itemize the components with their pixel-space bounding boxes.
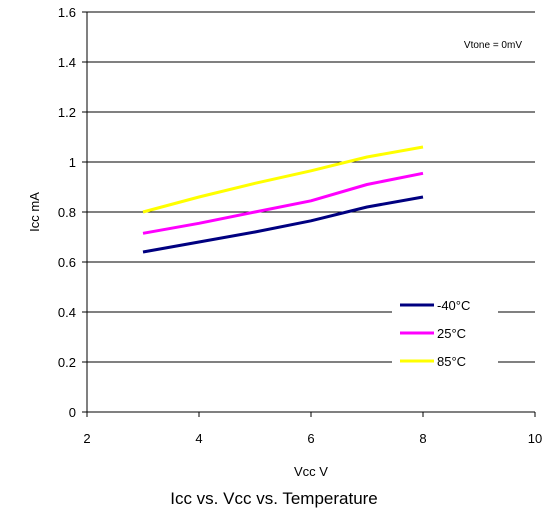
y-tick-label: 1.2 (58, 105, 76, 120)
y-tick-label: 0.8 (58, 205, 76, 220)
x-tick-label: 10 (528, 431, 542, 446)
y-tick-label: 0.4 (58, 305, 76, 320)
y-tick-labels: 0 0.2 0.4 0.6 0.8 1 1.2 1.4 1.6 (58, 5, 76, 420)
legend: -40°C 25°C 85°C (392, 287, 498, 377)
series-line-1 (142, 171, 424, 235)
x-tick-label: 6 (307, 431, 314, 446)
series-line-0 (142, 195, 424, 254)
annotation-vtone: Vtone = 0mV (464, 40, 522, 51)
x-tick-labels: 2 4 6 8 10 (83, 431, 542, 446)
x-tick-label: 2 (83, 431, 90, 446)
y-axis-label: Icc mA (27, 192, 42, 232)
legend-label: 25°C (437, 326, 466, 341)
chart: 0 0.2 0.4 0.6 0.8 1 1.2 1.4 1.6 2 4 6 8 10 Vtone = 0… (27, 5, 542, 479)
gridlines (87, 11, 535, 363)
y-tick-label: 1.6 (58, 5, 76, 20)
y-tick-label: 1 (69, 155, 76, 170)
series-lines (142, 145, 424, 254)
y-tick-label: 1.4 (58, 55, 76, 70)
legend-label: -40°C (437, 298, 470, 313)
legend-label: 85°C (437, 354, 466, 369)
y-tick-label: 0.6 (58, 255, 76, 270)
chart-caption: Icc vs. Vcc vs. Temperature (170, 489, 378, 508)
x-tick-label: 8 (419, 431, 426, 446)
series-line-2 (142, 145, 424, 214)
x-axis-label: Vcc V (294, 464, 328, 479)
axes (82, 11, 536, 417)
y-tick-label: 0 (69, 405, 76, 420)
y-tick-label: 0.2 (58, 355, 76, 370)
x-tick-label: 4 (195, 431, 202, 446)
